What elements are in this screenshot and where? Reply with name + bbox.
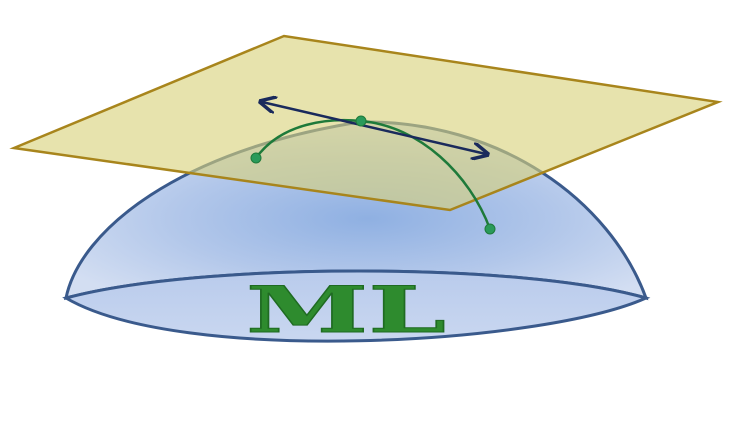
curve-end-point (484, 223, 496, 235)
ml-logo-text: ML (246, 273, 446, 348)
dome-base (62, 269, 651, 343)
tangent-vector-arrow (262, 102, 486, 154)
curve-start-point (250, 152, 262, 164)
tangent-point (355, 115, 367, 127)
